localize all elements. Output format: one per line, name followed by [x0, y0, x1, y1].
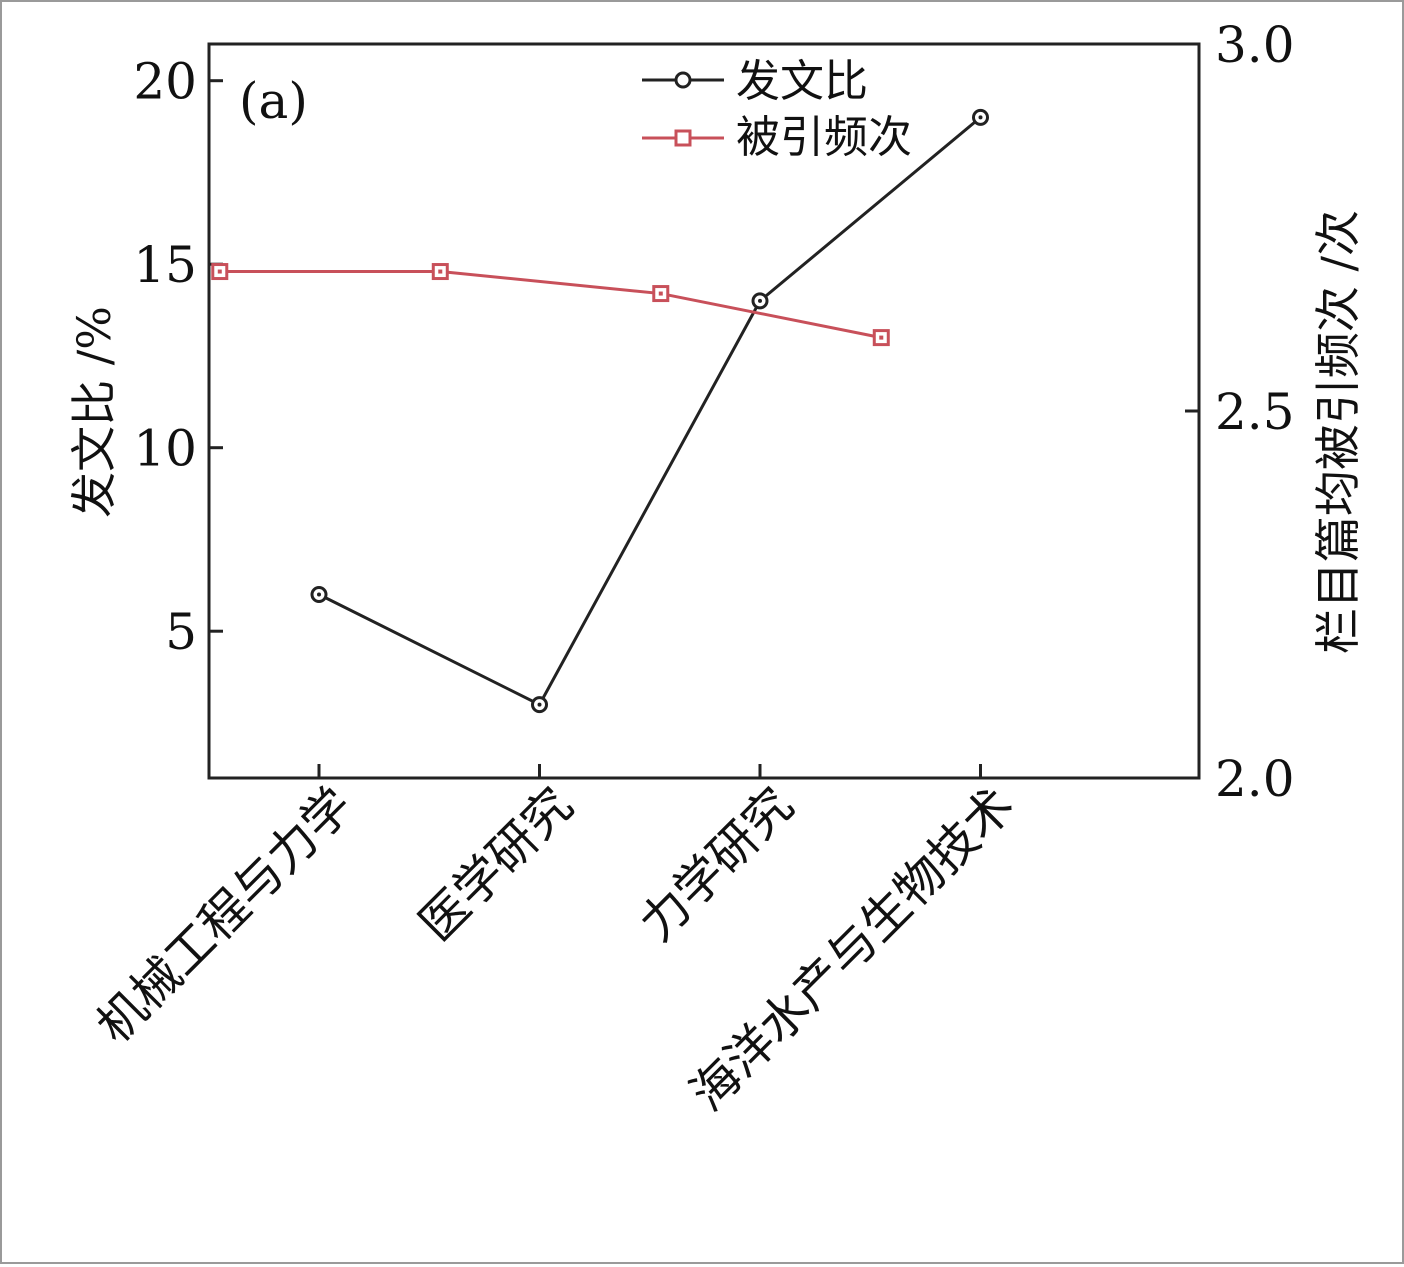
right-axis-title: 栏目篇均被引频次 /次 — [1311, 210, 1365, 654]
series-2-point-3-dot — [879, 335, 884, 340]
series-line-2 — [219, 270, 882, 340]
legend: 发文比 被引频次 — [642, 56, 912, 163]
series-2-point-0-dot — [217, 269, 222, 274]
plot-area-frame — [207, 42, 1201, 780]
series-2-point-1-dot — [438, 269, 443, 274]
series-1-point-3-dot — [978, 115, 983, 120]
series-line-1 — [318, 116, 982, 707]
series-2-point-2-dot — [658, 291, 663, 296]
x-category-label-0: 机械工程与力学 — [86, 777, 363, 1054]
left-tick-label-1: 10 — [133, 420, 197, 478]
legend-label-series-2: 被引频次 — [736, 112, 912, 163]
left-axis-title: 发文比 /% — [67, 306, 121, 518]
panel-label: (a) — [239, 72, 308, 130]
series-1-point-0-dot — [317, 592, 321, 597]
legend-label-series-1: 发文比 — [736, 56, 868, 107]
x-category-label-2: 力学研究 — [629, 777, 804, 952]
left-tick-label-3: 20 — [133, 53, 197, 111]
legend-marker-series-1 — [674, 71, 692, 89]
x-category-label-1: 医学研究 — [409, 777, 584, 952]
legend-marker-series-2 — [674, 129, 692, 147]
right-tick-label-0: 2.0 — [1215, 750, 1295, 808]
left-tick-label-0: 5 — [165, 603, 197, 661]
left-tick-label-2: 15 — [133, 236, 197, 294]
right-tick-label-2: 3.0 — [1215, 16, 1295, 74]
right-tick-label-1: 2.5 — [1215, 383, 1295, 441]
series-1-point-1-dot — [537, 702, 542, 707]
series-1-point-2-dot — [758, 298, 762, 303]
